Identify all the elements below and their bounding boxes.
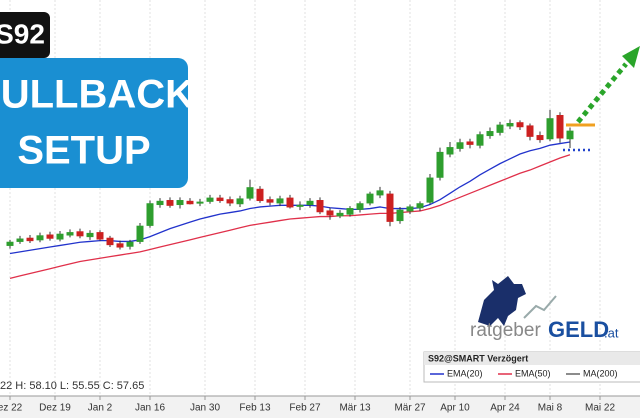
candle-body — [116, 243, 124, 248]
candle-body — [256, 188, 264, 202]
candle-body — [146, 203, 154, 226]
x-tick-label: Mai 8 — [538, 403, 563, 414]
candle-body — [96, 232, 104, 240]
candle-body — [86, 232, 94, 238]
candle-body — [276, 198, 284, 204]
candle-body — [156, 200, 164, 206]
candle-body — [126, 241, 134, 247]
candle-body — [236, 198, 244, 205]
legend: S92@SMART Verzögert EMA(20) EMA(50) MA(200… — [423, 351, 640, 383]
candle-body — [266, 199, 274, 203]
logo-right: GELD — [548, 317, 609, 342]
target-arrow — [576, 62, 628, 124]
x-axis: ez 22 Dez 19 Jan 2 Jan 16 Jan 30 Feb 13 Feb 27… — [0, 396, 615, 414]
x-tick-label: ez 22 — [0, 403, 23, 414]
status-text: 22 H: 58.10 L: 55.55 C: 57.65 — [0, 380, 144, 392]
banner-line: PULLBACK — [0, 73, 194, 117]
legend-header — [424, 352, 640, 365]
x-tick-label: Mär 13 — [339, 403, 371, 414]
candle-body — [196, 201, 204, 204]
candle-body — [536, 135, 544, 141]
candle-body — [416, 203, 424, 209]
logo-left: ratgeber — [470, 320, 541, 341]
logo-suffix: .at — [604, 325, 619, 340]
candle-body — [396, 209, 404, 222]
candle-body — [356, 203, 364, 210]
badge-text: S92 — [0, 18, 45, 49]
candles — [6, 109, 574, 250]
candle-body — [136, 225, 144, 242]
candle-body — [36, 235, 44, 241]
candle-body — [216, 197, 224, 202]
candle-body — [386, 193, 394, 222]
x-tick-label: Jan 16 — [135, 403, 165, 414]
candle-body — [76, 231, 84, 237]
candle-body — [546, 118, 554, 140]
candle-body — [186, 200, 194, 205]
candle-body — [66, 232, 74, 236]
x-tick-label: Apr 24 — [490, 403, 520, 414]
bull-icon — [478, 276, 526, 326]
candle-body — [566, 130, 574, 140]
x-tick-label: Feb 27 — [289, 403, 321, 414]
x-tick-label: Feb 13 — [239, 403, 271, 414]
legend-title: S92@SMART Verzögert — [428, 353, 528, 363]
candle-body — [516, 122, 524, 128]
candle-body — [326, 210, 334, 216]
candle-body — [246, 187, 254, 199]
logo-trend — [523, 295, 557, 319]
legend-label: EMA(50) — [515, 368, 551, 378]
candle-body — [226, 199, 234, 204]
legend-label: EMA(20) — [447, 368, 483, 378]
candle-body — [336, 212, 344, 217]
candle-body — [306, 200, 314, 206]
candle-body — [506, 123, 514, 127]
candle-body — [476, 134, 484, 146]
candle-body — [176, 200, 184, 206]
x-tick-label: Dez 19 — [39, 403, 71, 414]
candle-body — [26, 237, 34, 242]
candle-body — [556, 115, 564, 139]
candle-body — [166, 200, 174, 206]
candle-body — [296, 204, 304, 207]
candle-body — [526, 125, 534, 137]
symbol-badge — [0, 12, 50, 58]
x-axis-band — [0, 396, 640, 418]
candle-body — [376, 190, 384, 196]
candle-body — [6, 241, 14, 246]
arrow-head — [622, 46, 640, 68]
candle-body — [486, 131, 494, 137]
candle-body — [286, 197, 294, 208]
banner — [0, 58, 188, 188]
candle-body — [496, 124, 504, 133]
candle-body — [206, 197, 214, 202]
x-tick-label: Jan 30 — [190, 403, 220, 414]
x-tick-label: Mär 27 — [394, 403, 426, 414]
candle-body — [316, 200, 324, 213]
candle-body — [406, 206, 414, 212]
x-tick-label: Jan 2 — [88, 403, 113, 414]
x-tick-label: Mai 22 — [585, 403, 615, 414]
banner-line: SETUP — [17, 129, 150, 173]
indicator-line — [9, 154, 571, 279]
candle-body — [446, 147, 454, 155]
candle-body — [466, 141, 474, 145]
candle-body — [366, 193, 374, 204]
legend-label: MA(200) — [583, 368, 618, 378]
candle-body — [346, 208, 354, 215]
x-tick-label: Apr 10 — [440, 403, 470, 414]
logo: ratgeber GELD .at — [470, 276, 619, 342]
candle-body — [46, 234, 54, 239]
candle-body — [106, 237, 114, 246]
candle-body — [56, 233, 64, 240]
candle-body — [456, 142, 464, 149]
candle-body — [426, 177, 434, 203]
candle-body — [16, 238, 24, 242]
candle-body — [436, 151, 444, 178]
